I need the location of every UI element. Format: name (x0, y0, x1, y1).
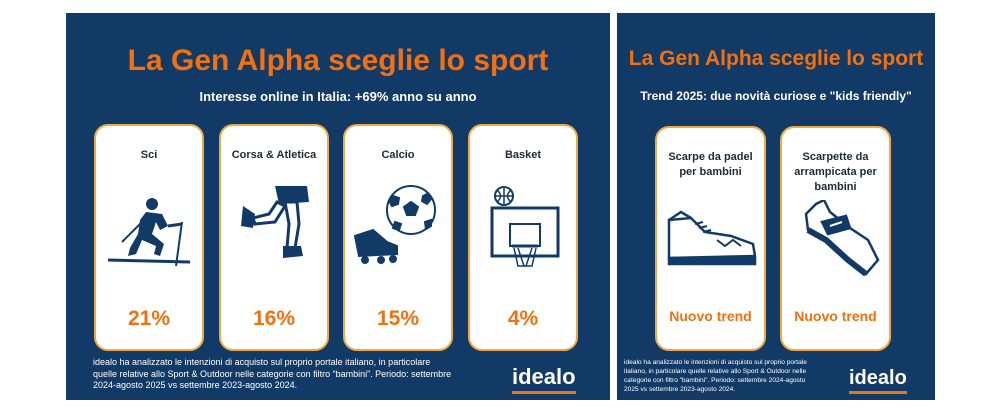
card-trend-label: Nuovo trend (669, 308, 752, 324)
idealo-logo: idealo (849, 367, 907, 394)
logo-accent-bar (849, 391, 907, 394)
panel-title: La Gen Alpha sceglie lo sport (628, 47, 924, 70)
skier-icon (96, 184, 202, 276)
card-calcio: Calcio 15% (343, 124, 453, 351)
card-label: Calcio (381, 149, 415, 161)
card-percentage: 16% (252, 307, 296, 330)
card-label: Sci (140, 149, 158, 161)
sneaker-icon (657, 200, 764, 270)
climbing-shoe-icon (782, 200, 889, 284)
card-sci: Sci 21% (94, 124, 204, 351)
soccer-icon (345, 184, 451, 276)
card-scarpette-arrampicata: Scarpette da arrampicata per bambini Nuo… (780, 126, 891, 351)
card-label: Scarpe da padel per bambini (668, 151, 753, 178)
panel-title: La Gen Alpha sceglie lo sport (127, 44, 549, 77)
infographic-right-panel: La Gen Alpha sceglie lo sport Trend 2025… (617, 13, 935, 400)
card-scarpe-padel: Scarpe da padel per bambini Nuovo trend (655, 126, 766, 351)
methodology-note: idealo ha analizzato le intenzioni di ac… (624, 359, 807, 393)
logo-text: idealo (849, 367, 907, 389)
panel-subtitle: Interesse online in Italia: +69% anno su… (199, 89, 477, 104)
logo-text: idealo (512, 364, 576, 389)
card-trend-label: Nuovo trend (794, 308, 877, 324)
idealo-logo: idealo (512, 364, 576, 394)
card-corsa-atletica: Corsa & Atletica 16% (219, 124, 329, 351)
panel-subtitle: Trend 2025: due novità curiose e "kids f… (640, 89, 912, 103)
card-percentage: 4% (507, 307, 539, 330)
card-label: Basket (504, 149, 542, 161)
card-percentage: 15% (376, 307, 420, 330)
card-label: Scarpette da arrampicata per bambini (794, 151, 877, 193)
basketball-hoop-icon (470, 184, 576, 276)
methodology-note: idealo ha analizzato le intenzioni di ac… (93, 357, 452, 390)
card-percentage: 21% (127, 307, 171, 330)
runner-legs-icon (221, 184, 327, 276)
logo-accent-bar (512, 391, 576, 394)
infographic-left-panel: La Gen Alpha sceglie lo sport Interesse … (66, 13, 610, 400)
card-basket: Basket 4% (468, 124, 578, 351)
card-label: Corsa & Atletica (231, 149, 317, 161)
